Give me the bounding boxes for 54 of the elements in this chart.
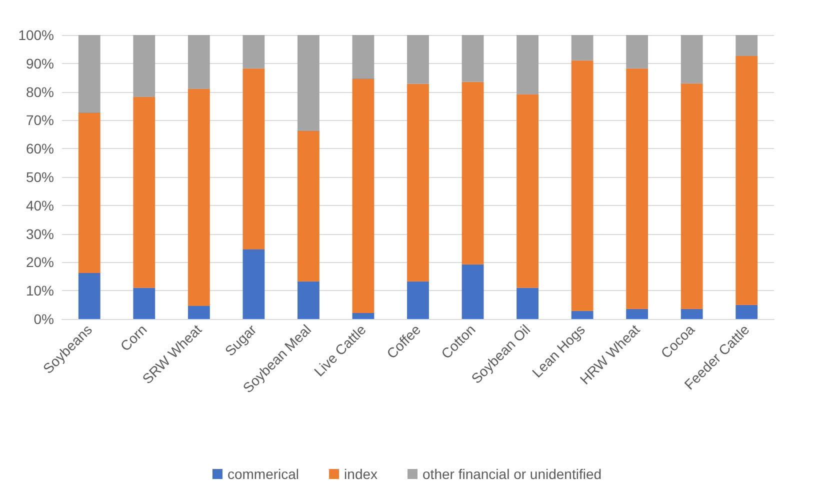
bar [736,304,758,319]
y-tick-label: 80% [26,84,54,100]
bar [407,84,429,282]
bar [242,35,265,68]
y-tick-label: 90% [26,55,54,72]
bar [133,96,156,288]
bar [298,281,320,319]
bar [352,313,374,319]
bar [516,35,538,94]
bar [407,35,429,84]
bar [626,308,648,319]
bar [736,56,758,305]
legend-label: index [344,466,378,482]
bar [133,288,156,319]
y-tick-label: 20% [26,254,54,270]
legend-label: commerical [227,466,300,482]
bar [680,308,703,319]
bar [242,249,265,319]
bar [352,78,374,314]
bar [462,35,484,82]
bar [626,35,648,68]
bar [626,68,648,309]
bar [352,35,374,78]
bar [188,306,210,319]
bar [242,68,265,250]
bar [680,35,703,84]
bar [298,130,320,282]
y-tick-label: 40% [26,197,54,214]
y-tick-label: 0% [34,311,54,327]
bar [571,60,594,311]
y-tick-label: 70% [26,112,54,128]
y-tick-label: 100% [18,27,54,43]
y-tick-label: 60% [26,140,54,157]
bar [407,281,429,319]
bar [188,35,210,89]
bar [188,88,210,306]
bar [298,35,320,130]
bar [78,112,100,273]
bar [78,35,100,113]
y-tick-label: 10% [26,282,54,299]
bar [462,264,484,319]
bar [78,272,100,319]
bar [516,94,538,288]
y-tick-label: 30% [26,226,54,242]
bar [680,83,703,309]
bar [571,35,594,60]
x-tick-label: Corn [117,321,150,354]
bar [516,288,538,319]
legend-label: other financial or unidentified [422,466,602,482]
bar [462,82,484,264]
bar [133,35,156,97]
y-tick-label: 50% [26,169,54,185]
bar [736,35,758,56]
bar [571,310,594,319]
